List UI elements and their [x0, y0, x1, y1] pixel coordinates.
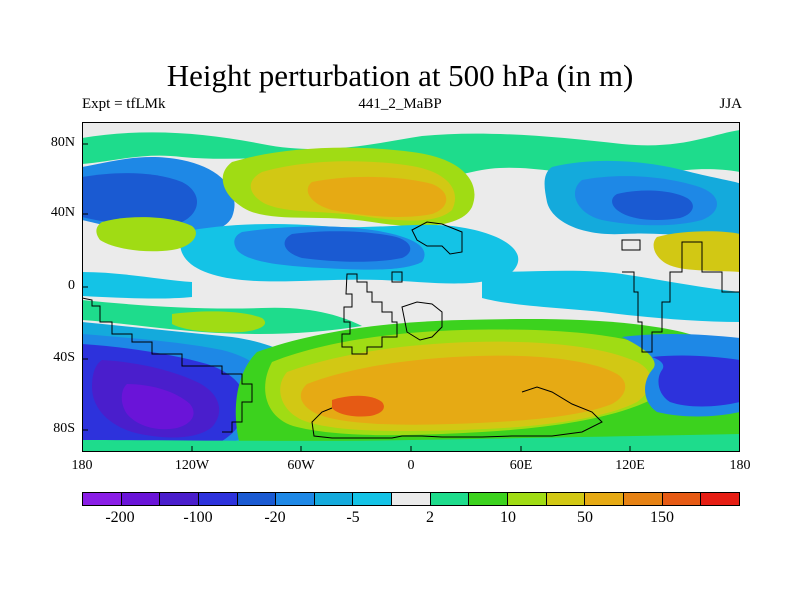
contour-south-yellow-w	[172, 311, 266, 333]
lon-tick-60e: 60E	[509, 458, 533, 473]
map-title: Height perturbation at 500 hPa (in m)	[166, 58, 634, 93]
eurasia-outline	[411, 221, 463, 255]
contour-nw-yellow	[96, 217, 196, 252]
land-outlines	[82, 221, 740, 439]
colorbar-swatch	[585, 493, 624, 505]
contour-nw-darkblue	[82, 173, 197, 226]
colorbar-label: 10	[500, 509, 516, 526]
colorbar-label: -5	[346, 509, 360, 526]
colorbar-swatch	[353, 493, 393, 505]
colorbar-swatch	[198, 493, 238, 505]
colorbar-swatch	[430, 493, 470, 505]
colorbar-swatch	[701, 493, 739, 505]
contour-ne-yellow	[653, 231, 740, 272]
colorbar-swatch	[276, 493, 315, 505]
lon-tick-180e: 180	[729, 458, 751, 473]
colorbar-label: 50	[577, 509, 593, 526]
lat-tick-80s: 80S	[53, 421, 75, 436]
lat-tick-0: 0	[68, 278, 75, 293]
colorbar-swatch	[546, 493, 586, 505]
contour-se-darkblue	[652, 355, 740, 407]
contour-bottom-green	[82, 434, 740, 452]
colorbar-label: -200	[105, 509, 135, 526]
season-label: JJA	[719, 96, 742, 112]
colorbar-swatch	[160, 493, 199, 505]
contour-eq-cyan-west	[82, 272, 192, 299]
colorbar-label: -100	[183, 509, 213, 526]
colorbar-swatch	[121, 493, 161, 505]
colorbar-swatch	[83, 493, 122, 505]
africa-outline	[341, 273, 398, 355]
contour-eq-cyan-east	[482, 270, 740, 322]
colorbar	[82, 492, 740, 506]
contour-se-redorange	[332, 395, 384, 417]
experiment-label: Expt = tfLMk	[82, 96, 166, 112]
lon-tick-180w: 180	[71, 458, 93, 473]
colorbar-swatch	[392, 493, 431, 505]
colorbar-swatch	[662, 493, 702, 505]
contour-ne-navy	[612, 190, 693, 220]
contour-mid-navy	[284, 231, 411, 262]
colorbar-label: 150	[650, 509, 674, 526]
colorbar-swatch	[508, 493, 547, 505]
lat-tick-40s: 40S	[53, 350, 75, 365]
island-outline	[391, 271, 403, 283]
period-label: 441_2_MaBP	[358, 96, 442, 112]
south-america-outline	[82, 297, 253, 433]
lon-tick-0: 0	[407, 458, 415, 473]
ticks	[82, 143, 631, 452]
lat-tick-80n: 80N	[50, 135, 75, 150]
madagascar-outline	[401, 301, 443, 341]
colorbar-swatch	[469, 493, 509, 505]
island2-outline	[621, 239, 641, 251]
height-perturbation-map	[82, 122, 740, 452]
contour-sw-purple	[121, 384, 194, 430]
lat-tick-40n: 40N	[50, 205, 75, 220]
lon-tick-120e: 120E	[615, 458, 645, 473]
lon-tick-120w: 120W	[174, 458, 210, 473]
contour-north-orange	[307, 176, 447, 217]
colorbar-swatch	[237, 493, 277, 505]
colorbar-swatch	[314, 493, 354, 505]
colorbar-label: 2	[426, 509, 434, 526]
asia-outline	[622, 241, 740, 353]
colorbar-label: -20	[264, 509, 286, 526]
lon-tick-60w: 60W	[287, 458, 315, 473]
colorbar-swatch	[623, 493, 663, 505]
australia-outline	[311, 386, 603, 439]
